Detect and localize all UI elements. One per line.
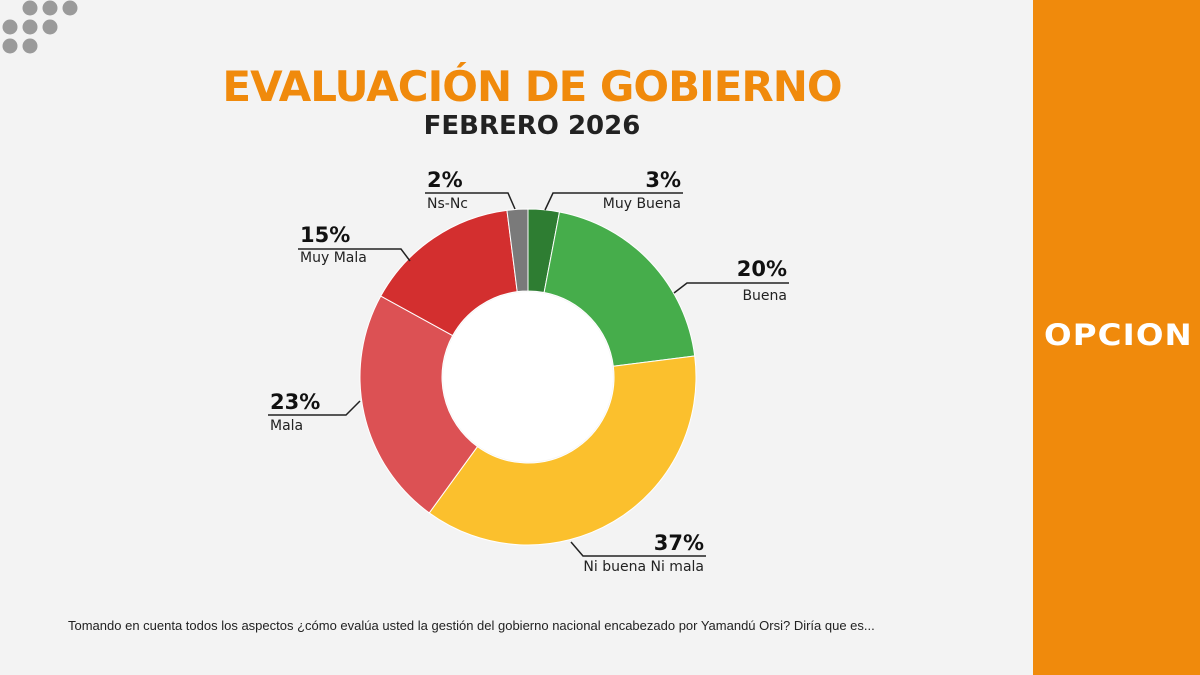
category-label-buena: Buena — [742, 288, 787, 304]
survey-question: Tomando en cuenta todos los aspectos ¿có… — [68, 618, 875, 633]
decor-dot — [22, 19, 38, 35]
category-label-ns-nc: Ns-Nc — [427, 196, 468, 212]
slice-mala — [359, 295, 479, 514]
callout-line-muy-mala — [298, 248, 411, 262]
decor-dot — [2, 19, 18, 35]
category-label-muy-buena: Muy Buena — [603, 196, 681, 212]
callout-line-ni-buena-ni-mala — [570, 541, 706, 557]
pct-label-muy-buena: 3% — [645, 168, 681, 192]
callout-line-mala — [268, 400, 361, 416]
category-label-muy-mala: Muy Mala — [300, 250, 367, 266]
category-label-mala: Mala — [270, 418, 303, 434]
decor-dot — [42, 19, 58, 35]
slice-ns-nc — [506, 208, 529, 293]
pct-label-ni-buena-ni-mala: 37% — [654, 531, 704, 555]
donut-hole — [443, 292, 613, 462]
callout-line-ns-nc — [425, 192, 516, 210]
decor-dot — [22, 0, 38, 16]
callout-line-muy-buena — [544, 192, 683, 211]
decor-dot — [62, 0, 78, 16]
decor-dot — [42, 0, 58, 16]
donut-chart — [359, 208, 697, 546]
chart-title: EVALUACIÓN DE GOBIERNO — [222, 62, 842, 111]
pct-label-mala: 23% — [270, 390, 320, 414]
pct-label-ns-nc: 2% — [427, 168, 463, 192]
pct-label-muy-mala: 15% — [300, 223, 350, 247]
decor-dot — [22, 38, 38, 54]
slice-ni-buena-ni-mala — [428, 355, 697, 546]
decor-dot — [2, 38, 18, 54]
callout-line-buena — [673, 282, 789, 294]
chart-subtitle: FEBRERO 2026 — [423, 111, 641, 141]
brand-sidebar — [1033, 0, 1200, 675]
category-label-ni-buena-ni-mala: Ni buena Ni mala — [583, 559, 704, 575]
slice-buena — [543, 211, 696, 367]
decorative-dots — [2, 0, 78, 54]
donut-labels: 3% Muy Buena 20% Buena 37% Ni buena Ni mala 23… — [268, 168, 789, 575]
pct-label-buena: 20% — [737, 257, 787, 281]
brand-logo: OPCION — [1044, 318, 1193, 352]
